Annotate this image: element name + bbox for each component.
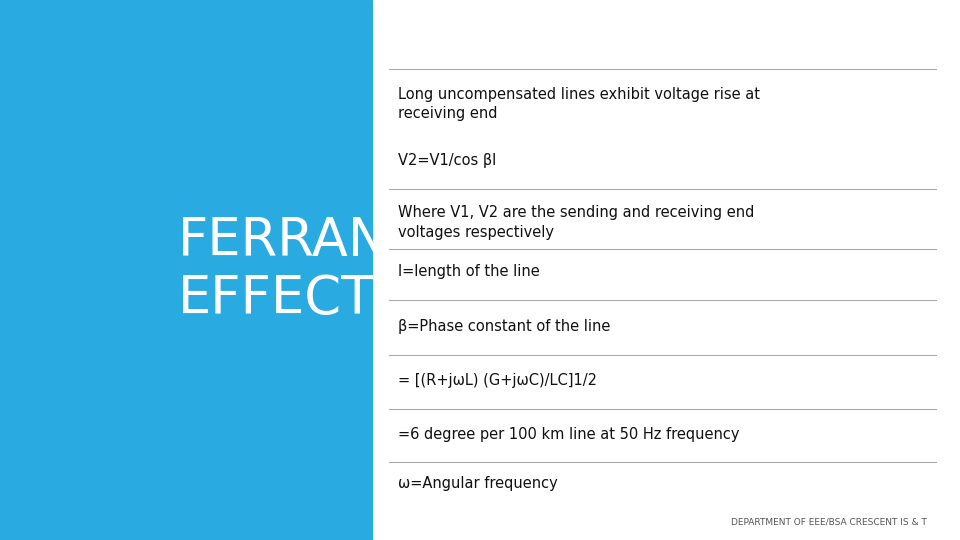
Text: =6 degree per 100 km line at 50 Hz frequency: =6 degree per 100 km line at 50 Hz frequ…	[398, 427, 740, 442]
Text: β=Phase constant of the line: β=Phase constant of the line	[398, 319, 611, 334]
Text: Where V1, V2 are the sending and receiving end
voltages respectively: Where V1, V2 are the sending and receivi…	[398, 205, 755, 240]
Text: FERRANTI
EFFECT: FERRANTI EFFECT	[178, 215, 436, 325]
Bar	[0, 0, 372, 540]
Text: = [(R+jωL) (G+jωC)/LC]1/2: = [(R+jωL) (G+jωC)/LC]1/2	[398, 373, 597, 388]
Text: DEPARTMENT OF EEE/BSA CRESCENT IS & T: DEPARTMENT OF EEE/BSA CRESCENT IS & T	[731, 517, 926, 526]
Text: Long uncompensated lines exhibit voltage rise at
receiving end: Long uncompensated lines exhibit voltage…	[398, 86, 760, 121]
Text: l=length of the line: l=length of the line	[398, 264, 540, 279]
Text: ω=Angular frequency: ω=Angular frequency	[398, 476, 558, 491]
Text: V2=V1/cos βl: V2=V1/cos βl	[398, 153, 496, 168]
